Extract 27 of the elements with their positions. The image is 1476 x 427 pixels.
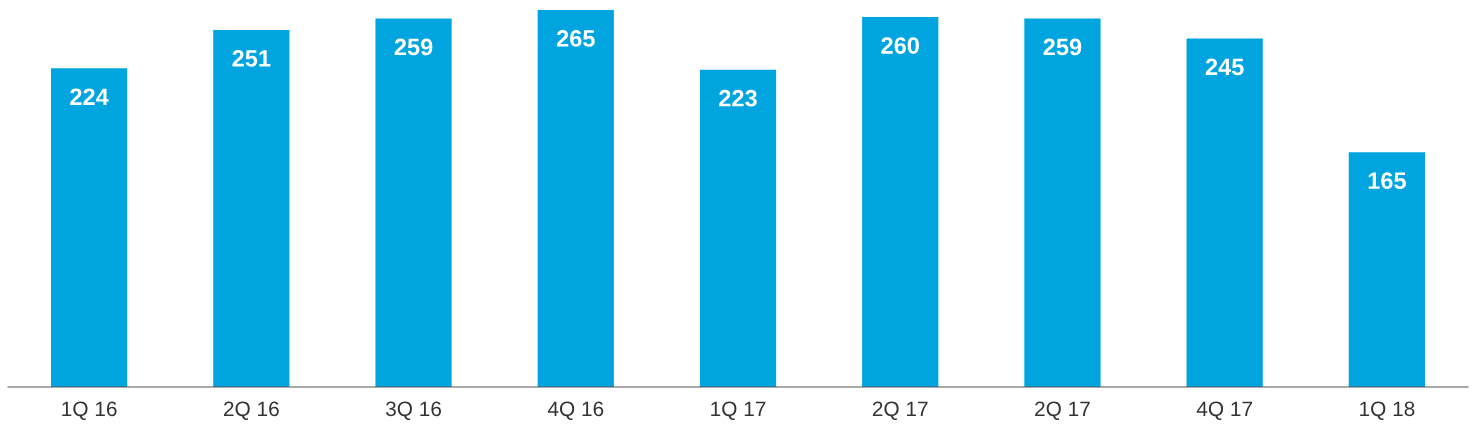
- bar: [1348, 152, 1426, 387]
- x-tick-label: 3Q 16: [385, 401, 442, 420]
- data-label: 259: [394, 38, 433, 56]
- bar: [375, 18, 452, 387]
- data-label: 260: [881, 37, 919, 54]
- x-tick-label: 2Q 17: [872, 401, 928, 420]
- x-tick-label: 2Q 16: [224, 401, 279, 420]
- x-tick-label: 1Q 17: [711, 401, 766, 420]
- data-label: 224: [70, 88, 109, 105]
- x-tick-label: 4Q 16: [547, 401, 604, 420]
- bar: [537, 10, 614, 387]
- data-label: 223: [719, 89, 757, 107]
- x-tick-label: 4Q 17: [1196, 401, 1252, 420]
- x-tick-label: 1Q 16: [62, 401, 117, 420]
- data-label: 265: [556, 30, 595, 47]
- bar: [1186, 38, 1263, 387]
- data-label: 251: [232, 49, 271, 67]
- data-label: 259: [1043, 38, 1082, 56]
- bar: [699, 69, 777, 387]
- bar: [50, 68, 128, 387]
- bar: [1024, 18, 1101, 387]
- data-label: 165: [1368, 172, 1406, 190]
- bar: [862, 17, 939, 387]
- x-tick-label: 1Q 18: [1360, 401, 1415, 420]
- x-tick-label: 2Q 17: [1035, 401, 1090, 420]
- data-label: 245: [1205, 58, 1244, 76]
- bar: [213, 29, 290, 387]
